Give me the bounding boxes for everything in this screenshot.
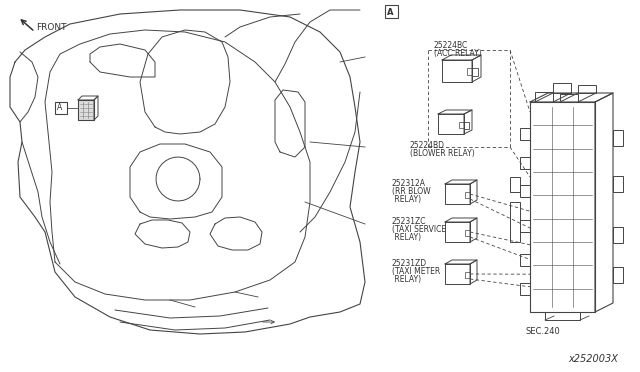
- Bar: [613, 176, 623, 192]
- Bar: [55, 102, 67, 114]
- Bar: [535, 92, 553, 102]
- Text: 25231ZC: 25231ZC: [392, 217, 426, 226]
- Bar: [445, 264, 470, 284]
- Bar: [459, 122, 464, 128]
- Bar: [520, 283, 530, 295]
- Bar: [465, 192, 470, 198]
- Text: x252003X: x252003X: [568, 354, 618, 364]
- Bar: [467, 68, 472, 75]
- Bar: [613, 267, 623, 283]
- Bar: [510, 177, 520, 192]
- Text: A: A: [57, 103, 62, 112]
- Text: (ACC RELAY): (ACC RELAY): [434, 49, 482, 58]
- Bar: [465, 230, 470, 236]
- Text: 25231ZD: 25231ZD: [392, 259, 427, 268]
- Bar: [613, 227, 623, 243]
- Bar: [520, 185, 530, 196]
- Text: (RR BLOW: (RR BLOW: [392, 187, 431, 196]
- Bar: [510, 202, 520, 242]
- Text: 25224BD: 25224BD: [410, 141, 445, 150]
- Bar: [530, 102, 595, 312]
- Bar: [520, 128, 530, 140]
- Bar: [520, 254, 530, 266]
- Bar: [445, 222, 470, 242]
- Bar: [78, 100, 94, 120]
- Text: RELAY): RELAY): [392, 195, 421, 204]
- Text: SEC.240: SEC.240: [525, 327, 560, 336]
- Bar: [520, 220, 530, 232]
- Text: A: A: [387, 8, 394, 17]
- Text: RELAY): RELAY): [392, 275, 421, 284]
- Text: (TAXI SERVICE: (TAXI SERVICE: [392, 225, 446, 234]
- Bar: [560, 94, 578, 102]
- Text: (BLOWER RELAY): (BLOWER RELAY): [410, 149, 475, 158]
- Bar: [472, 68, 478, 76]
- Bar: [385, 5, 398, 18]
- Bar: [520, 157, 530, 169]
- Text: RELAY): RELAY): [392, 233, 421, 242]
- Bar: [442, 60, 472, 82]
- Text: 25224BC: 25224BC: [434, 41, 468, 50]
- Bar: [613, 130, 623, 146]
- Bar: [445, 184, 470, 204]
- Bar: [465, 272, 470, 278]
- Bar: [464, 122, 469, 129]
- Bar: [545, 312, 580, 320]
- Text: 252312A: 252312A: [392, 179, 426, 188]
- Bar: [438, 114, 464, 134]
- Bar: [553, 83, 571, 93]
- Text: (TAXI METER: (TAXI METER: [392, 267, 440, 276]
- Bar: [578, 85, 596, 93]
- Text: FRONT: FRONT: [36, 23, 67, 32]
